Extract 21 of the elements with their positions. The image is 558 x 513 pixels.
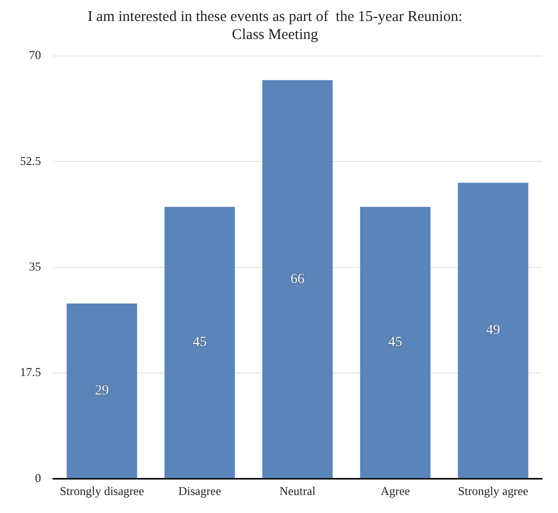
y-tick-label: 0 <box>35 470 41 485</box>
bar <box>262 80 333 478</box>
bar <box>66 304 138 478</box>
data-label: 49 <box>486 323 500 338</box>
y-tick-label: 35 <box>29 259 41 274</box>
data-label: 45 <box>388 335 402 350</box>
x-tick-label: Strongly disagree <box>60 484 144 498</box>
data-label: 29 <box>94 383 109 398</box>
x-tick-label: Neutral <box>280 484 316 498</box>
bar <box>164 206 235 478</box>
y-tick-label: 52.5 <box>20 154 41 168</box>
chart-title: I am interested in these events as part of the 15-year Reunion: Class Meeting <box>88 8 462 43</box>
y-tick-label: 17.5 <box>20 365 41 380</box>
bar <box>458 182 528 478</box>
bar <box>360 206 431 478</box>
x-tick-label: Agree <box>380 484 410 498</box>
x-tick-label: Disagree <box>178 484 222 498</box>
x-tick-label: Strongly agree <box>458 484 528 498</box>
data-label: 45 <box>192 335 207 350</box>
data-label: 66 <box>290 272 304 287</box>
y-tick-label: 70 <box>29 48 41 62</box>
